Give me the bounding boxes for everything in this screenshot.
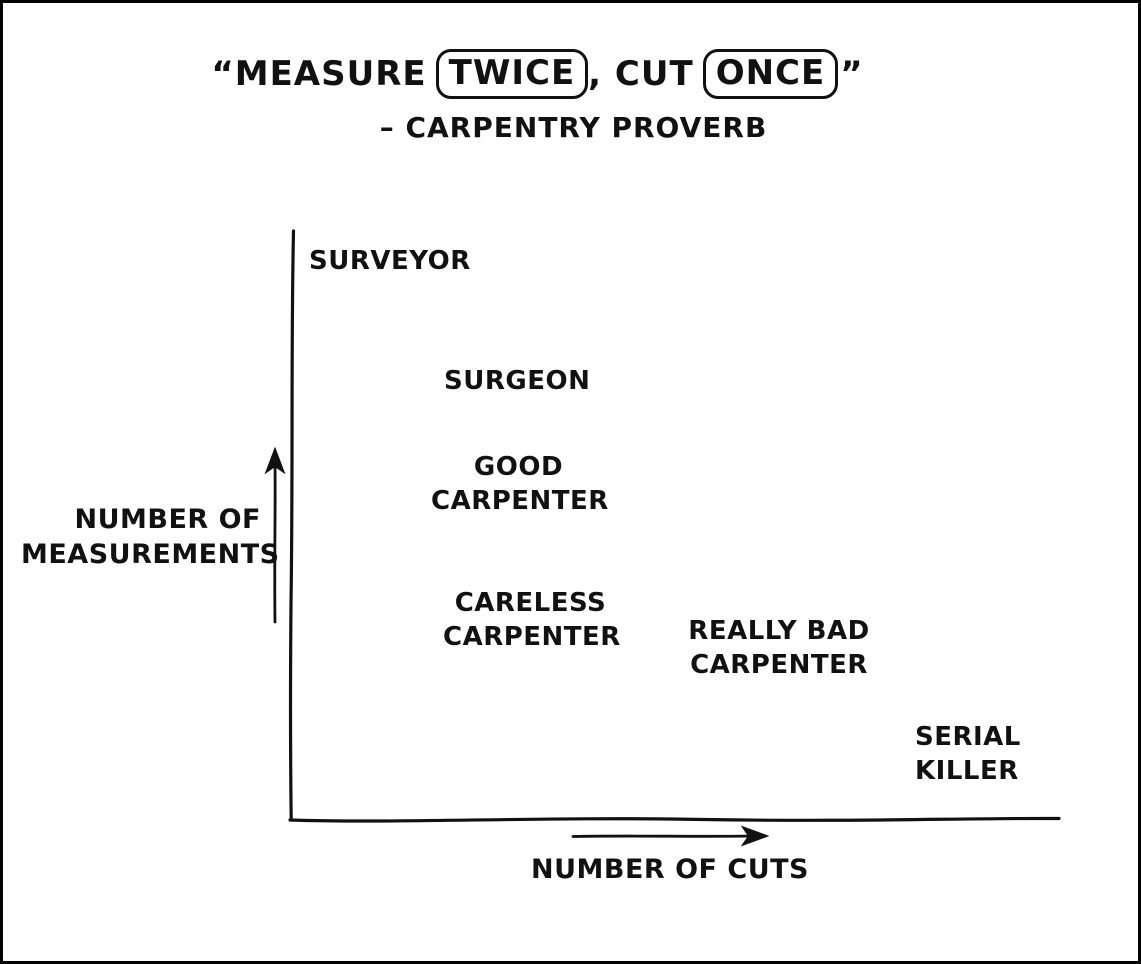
x-axis-label: NUMBER OF CUTS bbox=[530, 854, 809, 885]
y-arrow-head-icon bbox=[264, 446, 286, 475]
x-arrow-shaft bbox=[571, 834, 752, 838]
y-axis-line bbox=[288, 229, 296, 822]
boxed-word-twice: TWICE bbox=[435, 49, 589, 99]
data-label-good-carpenter: GOOD CARPENTER bbox=[431, 452, 609, 516]
title-closing-quote: ” bbox=[840, 54, 864, 94]
x-axis-arrow bbox=[571, 825, 770, 847]
x-arrow-head-icon bbox=[740, 825, 770, 847]
data-label-serial-killer: SERIAL KILLER bbox=[915, 722, 1021, 786]
x-axis-line bbox=[288, 816, 1061, 823]
data-label-careless-carpenter: CARELESS CARPENTER bbox=[443, 588, 621, 652]
comic-title: “MEASURE TWICE , CUT ONCE ” – CARPENTRY … bbox=[3, 49, 1138, 144]
data-label-really-bad-carpenter: REALLY BAD CARPENTER bbox=[688, 616, 870, 680]
title-line: “MEASURE TWICE , CUT ONCE ” bbox=[211, 49, 863, 99]
title-text-cut: , CUT bbox=[588, 54, 694, 94]
data-label-surveyor: SURVEYOR bbox=[309, 246, 471, 276]
y-axis-label: NUMBER OF MEASUREMENTS bbox=[21, 504, 280, 570]
chart-axes bbox=[264, 229, 1061, 847]
title-text-measure: “MEASURE bbox=[211, 54, 427, 94]
data-label-surgeon: SURGEON bbox=[444, 366, 591, 396]
boxed-word-once: ONCE bbox=[702, 49, 839, 99]
y-axis-arrow bbox=[264, 446, 286, 624]
title-attribution: – CARPENTRY PROVERB bbox=[379, 111, 768, 144]
